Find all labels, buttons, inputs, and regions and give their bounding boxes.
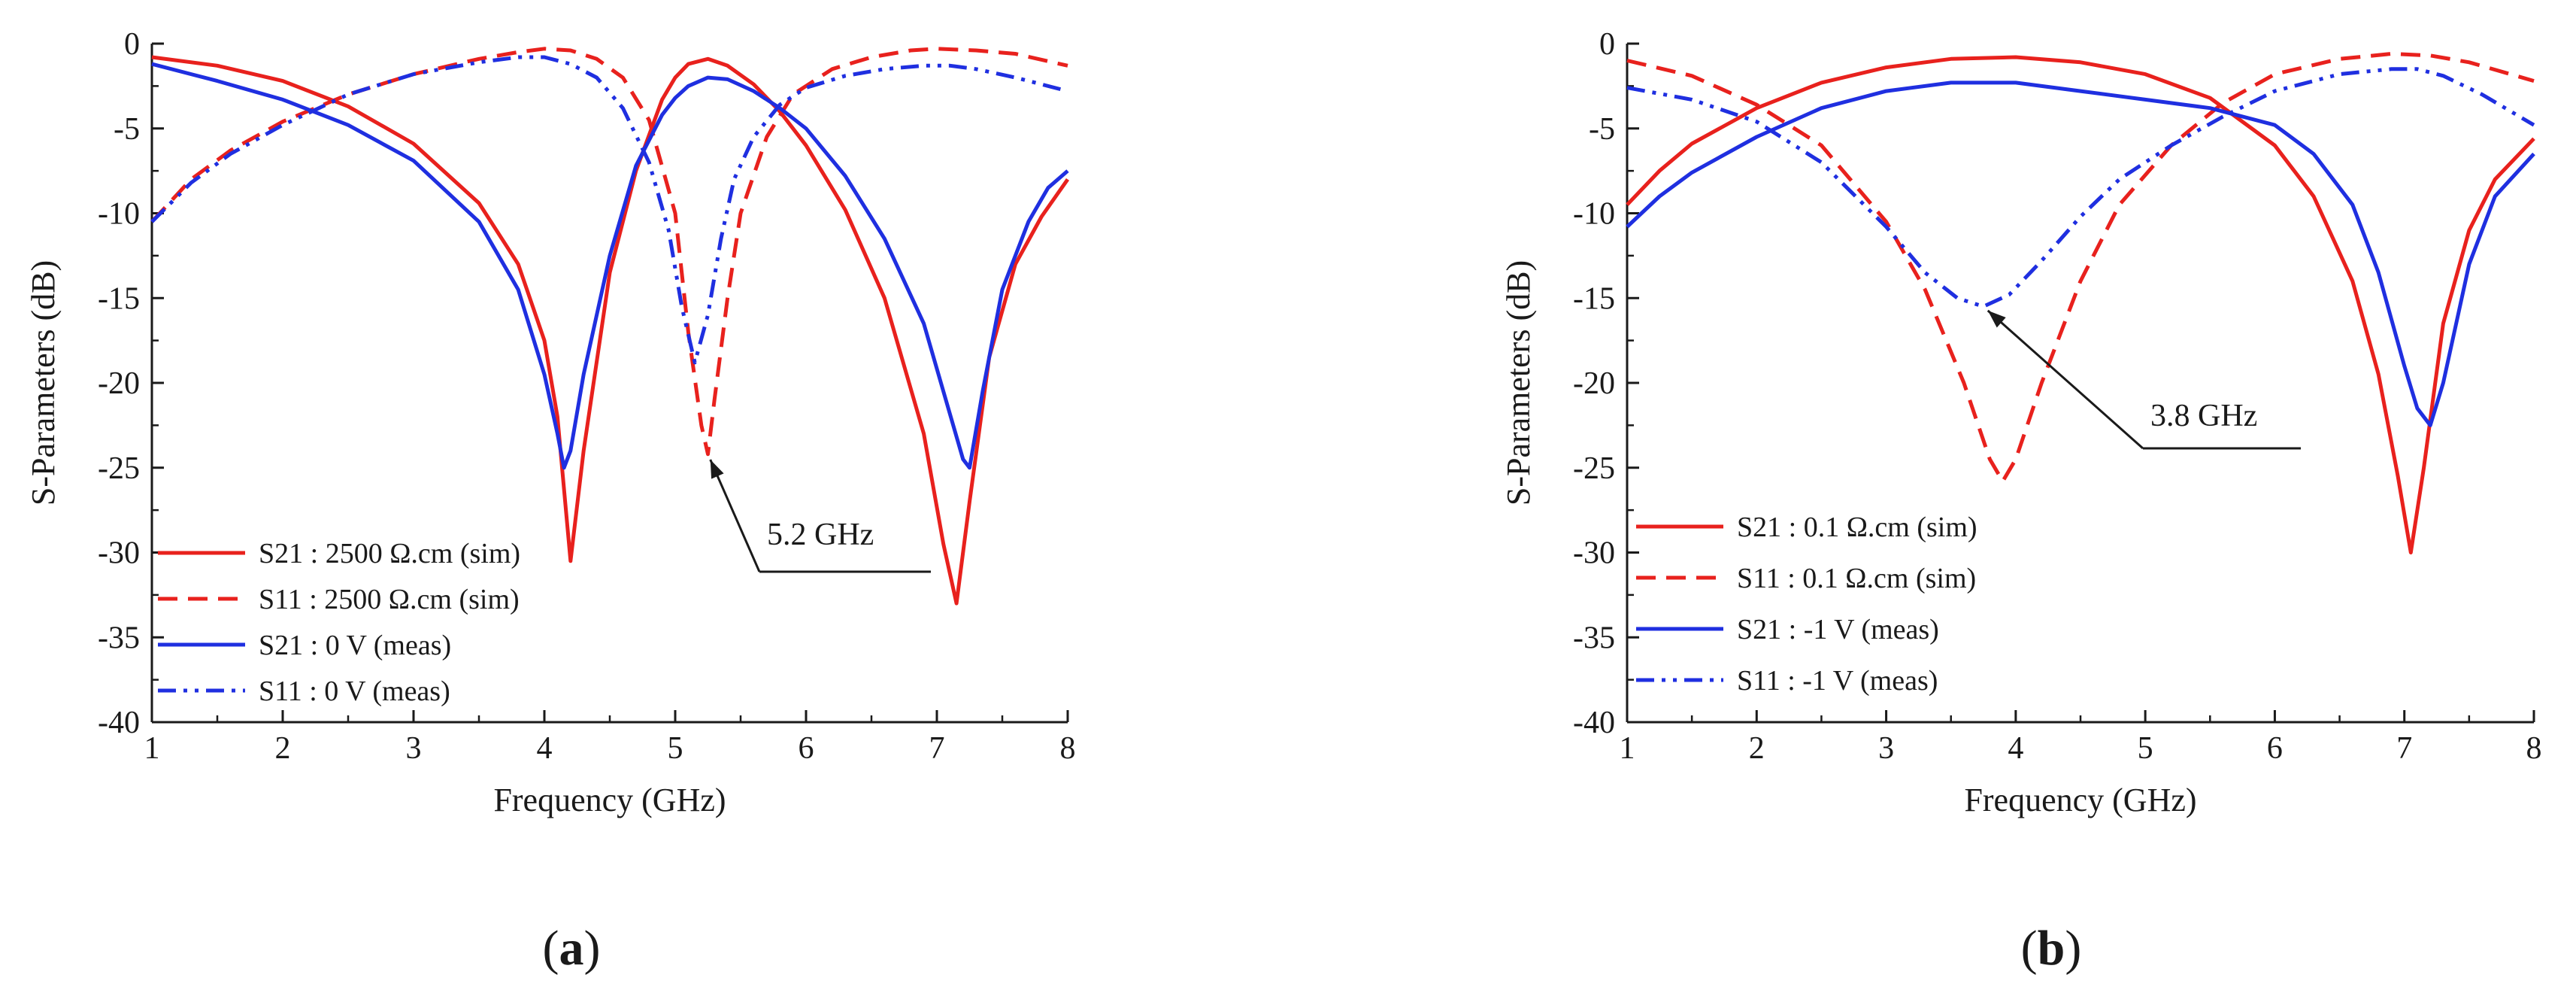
annotation-label: 3.8 GHz xyxy=(2150,399,2257,433)
series-line-3 xyxy=(151,62,1069,470)
x-tick-label: 4 xyxy=(2008,731,2023,766)
chart-panel-b: 1 2 3 4 5 6 7 8 0 -5 -10 -15 -20 -25 -30 -35 -40 Frequenc… xyxy=(1500,27,2542,976)
y-tick-label: -25 xyxy=(1573,451,1615,486)
series-line-2 xyxy=(150,47,1068,457)
y-tick-label: -25 xyxy=(98,451,140,486)
x-tick-label: 7 xyxy=(2396,731,2412,766)
x-tick-label: 6 xyxy=(2267,731,2283,766)
y-axis-title: S-Parameters (dB) xyxy=(1500,260,1537,506)
x-tick-label: 6 xyxy=(799,731,814,766)
x-tick-label: 7 xyxy=(929,731,945,766)
x-tick-label: 3 xyxy=(406,731,422,766)
chart-panel-a: 1 2 3 4 5 6 7 8 0 -5 -10 -15 -20 -25 -30 -35 -40 Frequenc… xyxy=(25,27,1076,976)
y-tick-label: -10 xyxy=(1573,197,1615,232)
annotation-arrowhead xyxy=(710,460,724,479)
x-axis-title: Frequency (GHz) xyxy=(1964,782,2196,818)
x-tick-label: 5 xyxy=(668,731,683,766)
panel-caption: (a) xyxy=(543,921,601,976)
y-tick-label: -30 xyxy=(98,536,140,571)
y-axis-title: S-Parameters (dB) xyxy=(25,260,62,506)
annotation-label: 5.2 GHz xyxy=(767,518,874,552)
y-tick-label: -20 xyxy=(98,366,140,401)
legend-label-2: S11 : 0.1 Ω.cm (sim) xyxy=(1737,563,1976,594)
panel-caption: (b) xyxy=(2021,921,2082,976)
panel-caption-close: ) xyxy=(2065,921,2081,976)
x-tick-label: 2 xyxy=(1749,731,1765,766)
x-tick-label: 5 xyxy=(2138,731,2153,766)
x-tick-label: 3 xyxy=(1878,731,1894,766)
y-tick-label: -15 xyxy=(1573,281,1615,316)
y-tick-label: -40 xyxy=(98,706,140,740)
x-tick-label: 4 xyxy=(537,731,553,766)
y-tick-label: -35 xyxy=(1573,621,1615,655)
x-tick-label: 1 xyxy=(144,731,160,766)
series-line-4 xyxy=(1626,67,2535,308)
panel-caption-letter: a xyxy=(559,921,584,976)
x-tick-label: 8 xyxy=(1060,731,1076,766)
y-tick-label: -35 xyxy=(98,621,140,655)
legend-label-3: S21 : 0 V (meas) xyxy=(259,630,451,661)
panel-caption-letter: b xyxy=(2038,921,2065,976)
panel-caption-open: ( xyxy=(2021,921,2038,976)
annotation-arrowhead xyxy=(1987,310,2006,328)
legend-label-4: S11 : 0 V (meas) xyxy=(259,676,450,707)
x-tick-label: 2 xyxy=(275,731,291,766)
series-line-1 xyxy=(1626,55,2535,554)
legend-label-3: S21 : -1 V (meas) xyxy=(1737,614,1939,645)
x-tick-label: 1 xyxy=(1620,731,1635,766)
annotation-arrow-line xyxy=(1987,309,2144,450)
series-line-1 xyxy=(151,55,1070,606)
y-tick-label: -30 xyxy=(1573,536,1615,571)
y-tick-label: -20 xyxy=(1573,366,1615,401)
y-tick-label: 0 xyxy=(124,27,140,62)
y-tick-label: -10 xyxy=(98,197,140,232)
series-line-3 xyxy=(1626,80,2535,427)
legend-label-4: S11 : -1 V (meas) xyxy=(1737,665,1938,697)
x-tick-label: 8 xyxy=(2526,731,2542,766)
annotation-arrow-line xyxy=(709,459,761,572)
panel-caption-open: ( xyxy=(543,921,559,976)
series-line-2 xyxy=(1626,52,2535,484)
legend-label-1: S21 : 2500 Ω.cm (sim) xyxy=(259,538,520,569)
y-tick-label: -40 xyxy=(1573,706,1615,740)
legend-label-2: S11 : 2500 Ω.cm (sim) xyxy=(259,584,520,615)
y-tick-label: -5 xyxy=(1589,112,1615,147)
legend-label-1: S21 : 0.1 Ω.cm (sim) xyxy=(1737,512,1977,543)
y-tick-label: -5 xyxy=(114,112,140,147)
y-tick-label: -15 xyxy=(98,281,140,316)
x-axis-title: Frequency (GHz) xyxy=(493,782,726,818)
y-tick-label: 0 xyxy=(1599,27,1615,62)
panel-caption-close: ) xyxy=(584,921,601,976)
